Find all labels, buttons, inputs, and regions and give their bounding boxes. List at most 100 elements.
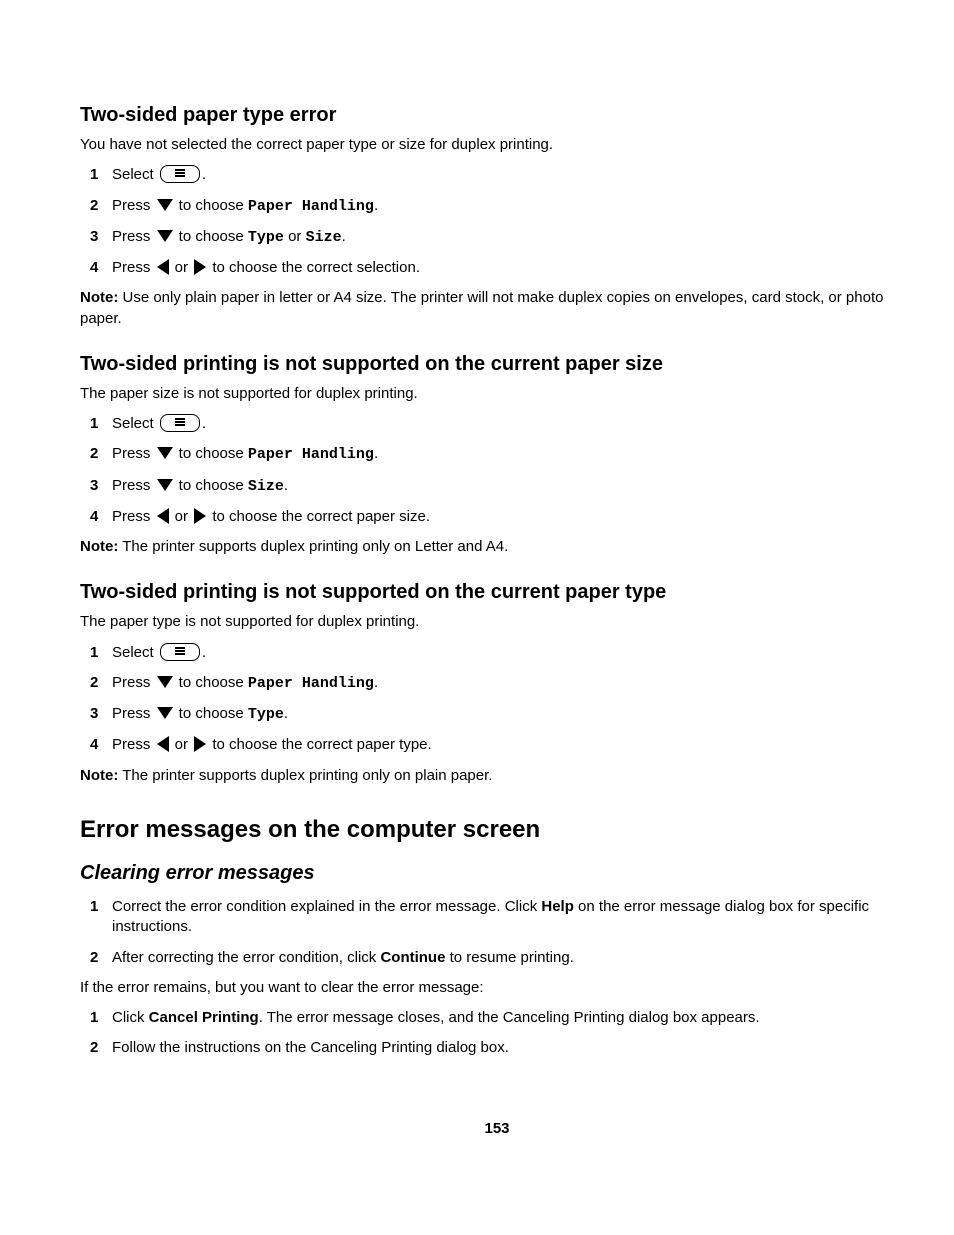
step-text: Select	[112, 166, 158, 183]
step-item: 4 Press or to choose the correct selecti…	[80, 258, 914, 278]
step-number: 2	[90, 1038, 98, 1058]
step-number: 4	[90, 258, 98, 278]
menu-button-icon	[160, 643, 200, 661]
note-body: Use only plain paper in letter or A4 siz…	[80, 289, 883, 326]
down-arrow-icon	[157, 707, 173, 719]
step-text: After correcting the error condition, cl…	[112, 949, 380, 966]
step-text: . The error message closes, and the Canc…	[259, 1009, 760, 1026]
step-item: 1 Select .	[80, 165, 914, 185]
step-text: Press	[112, 477, 155, 494]
step-text: or	[171, 508, 193, 525]
note-body: The printer supports duplex printing onl…	[118, 538, 508, 555]
step-text: Follow the instructions on the Canceling…	[112, 1039, 509, 1056]
step-item: 3 Press to choose Size.	[80, 476, 914, 497]
step-text: Select	[112, 644, 158, 661]
steps-list: 1 Click Cancel Printing. The error messa…	[80, 1008, 914, 1059]
note-text: Note: The printer supports duplex printi…	[80, 537, 914, 557]
left-arrow-icon	[157, 736, 169, 752]
note-body: The printer supports duplex printing onl…	[118, 767, 492, 784]
note-label: Note:	[80, 767, 118, 784]
step-text: .	[202, 415, 206, 432]
menu-button-icon	[160, 165, 200, 183]
step-text: .	[374, 674, 378, 691]
menu-option: Size	[248, 478, 284, 495]
step-text: or	[284, 228, 306, 245]
menu-option: Paper Handling	[248, 198, 374, 215]
down-arrow-icon	[157, 447, 173, 459]
step-text: to resume printing.	[445, 949, 573, 966]
ui-label: Cancel Printing	[149, 1009, 259, 1026]
step-text: .	[202, 644, 206, 661]
steps-list: 1 Select . 2 Press to choose Paper Handl…	[80, 643, 914, 756]
step-number: 4	[90, 735, 98, 755]
step-text: to choose	[175, 674, 248, 691]
menu-option: Type	[248, 229, 284, 246]
left-arrow-icon	[157, 259, 169, 275]
step-item: 3 Press to choose Type or Size.	[80, 227, 914, 248]
step-item: 2 Follow the instructions on the Canceli…	[80, 1038, 914, 1058]
step-text: Press	[112, 674, 155, 691]
heading-two-sided-paper-type-error: Two-sided paper type error	[80, 102, 914, 129]
step-item: 1 Click Cancel Printing. The error messa…	[80, 1008, 914, 1028]
step-number: 4	[90, 507, 98, 527]
down-arrow-icon	[157, 479, 173, 491]
step-item: 3 Press to choose Type.	[80, 704, 914, 725]
step-item: 2 After correcting the error condition, …	[80, 948, 914, 968]
intro-text: You have not selected the correct paper …	[80, 135, 914, 155]
step-text: Press	[112, 445, 155, 462]
note-label: Note:	[80, 289, 118, 306]
step-text: Press	[112, 197, 155, 214]
step-number: 1	[90, 1008, 98, 1028]
step-text: or	[171, 259, 193, 276]
step-number: 2	[90, 196, 98, 216]
step-number: 1	[90, 897, 98, 917]
menu-option: Type	[248, 706, 284, 723]
step-number: 3	[90, 704, 98, 724]
note-label: Note:	[80, 538, 118, 555]
down-arrow-icon	[157, 199, 173, 211]
right-arrow-icon	[194, 508, 206, 524]
heading-error-messages-computer-screen: Error messages on the computer screen	[80, 814, 914, 846]
step-text: or	[171, 736, 193, 753]
step-text: Press	[112, 508, 155, 525]
step-number: 2	[90, 948, 98, 968]
step-text: .	[342, 228, 346, 245]
step-text: to choose	[175, 197, 248, 214]
down-arrow-icon	[157, 230, 173, 242]
note-text: Note: Use only plain paper in letter or …	[80, 288, 914, 329]
step-text: to choose	[175, 705, 248, 722]
right-arrow-icon	[194, 736, 206, 752]
step-text: to choose	[175, 228, 248, 245]
step-text: Press	[112, 705, 155, 722]
step-text: .	[374, 445, 378, 462]
menu-option: Paper Handling	[248, 675, 374, 692]
subheading-clearing-error-messages: Clearing error messages	[80, 860, 914, 887]
step-number: 3	[90, 476, 98, 496]
step-number: 3	[90, 227, 98, 247]
step-text: Select	[112, 415, 158, 432]
step-text: Press	[112, 259, 155, 276]
intro-text: The paper type is not supported for dupl…	[80, 612, 914, 632]
step-text: to choose	[175, 445, 248, 462]
intro-text: The paper size is not supported for dupl…	[80, 384, 914, 404]
ui-label: Continue	[380, 949, 445, 966]
step-text: .	[284, 477, 288, 494]
page-number: 153	[80, 1119, 914, 1139]
step-item: 1 Select .	[80, 643, 914, 663]
step-item: 1 Correct the error condition explained …	[80, 897, 914, 938]
steps-list: 1 Correct the error condition explained …	[80, 897, 914, 968]
down-arrow-icon	[157, 676, 173, 688]
heading-two-sided-size-not-supported: Two-sided printing is not supported on t…	[80, 351, 914, 378]
step-item: 2 Press to choose Paper Handling.	[80, 673, 914, 694]
step-text: to choose	[175, 477, 248, 494]
step-item: 2 Press to choose Paper Handling.	[80, 444, 914, 465]
mid-text: If the error remains, but you want to cl…	[80, 978, 914, 998]
menu-button-icon	[160, 414, 200, 432]
steps-list: 1 Select . 2 Press to choose Paper Handl…	[80, 165, 914, 278]
step-text: Correct the error condition explained in…	[112, 898, 541, 915]
right-arrow-icon	[194, 259, 206, 275]
step-text: to choose the correct paper size.	[208, 508, 430, 525]
step-text: .	[284, 705, 288, 722]
step-text: Press	[112, 736, 155, 753]
step-text: .	[374, 197, 378, 214]
